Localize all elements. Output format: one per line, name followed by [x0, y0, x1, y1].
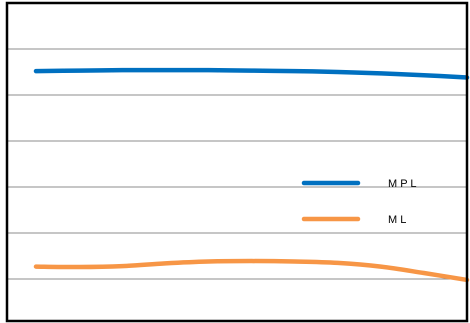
legend-label-m-l: M L	[388, 214, 406, 226]
plot-border	[5, 1, 469, 323]
gridlines	[7, 48, 467, 280]
series-line-0	[33, 67, 470, 80]
legend-label-m-p-l: M P L	[388, 178, 417, 190]
series-line-1	[33, 258, 470, 283]
series-layer	[33, 67, 470, 283]
legend: M P L M L	[301, 178, 417, 226]
